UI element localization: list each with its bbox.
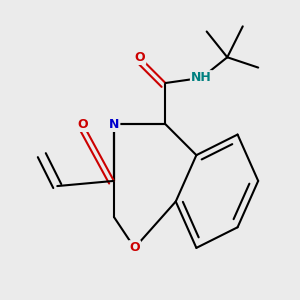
Text: O: O (134, 51, 145, 64)
Text: NH: NH (191, 71, 212, 84)
Text: N: N (109, 118, 119, 131)
Text: O: O (129, 242, 140, 254)
Text: O: O (78, 118, 88, 131)
